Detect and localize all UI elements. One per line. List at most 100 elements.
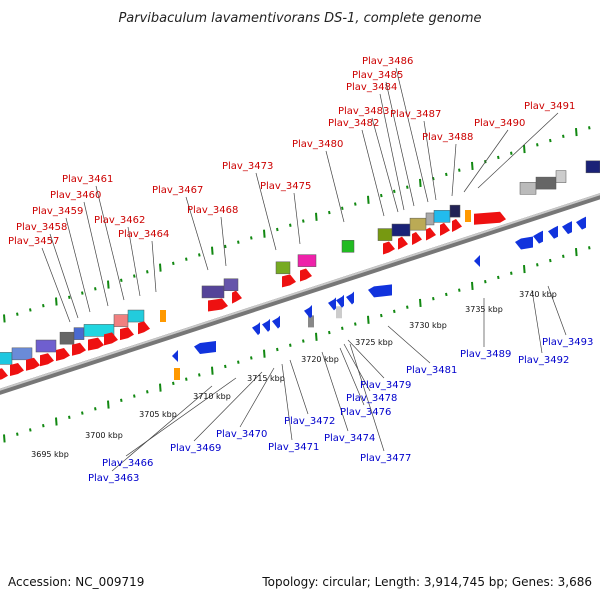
feature-block xyxy=(127,309,145,323)
reverse-gene-arrow xyxy=(272,315,280,329)
label-leader xyxy=(111,385,213,472)
tick-rows xyxy=(3,126,591,443)
tick-upper xyxy=(432,176,435,181)
forward-gene-arrow xyxy=(56,347,70,361)
tick-upper xyxy=(250,236,253,240)
topology-summary: Topology: circular; Length: 3,914,745 bp… xyxy=(261,575,592,589)
tick-lower xyxy=(250,356,253,360)
feature-block xyxy=(341,240,355,253)
scale-label: 3720 kbp xyxy=(301,355,339,364)
forward-gene-arrow xyxy=(282,274,296,288)
tick-lower xyxy=(172,381,175,386)
genome-backbone xyxy=(0,193,600,395)
feature-block xyxy=(113,314,129,327)
gene-label: Plav_3478 xyxy=(346,393,397,404)
feature-block xyxy=(391,223,411,237)
gene-label: Plav_3481 xyxy=(406,365,457,376)
tick-lower xyxy=(81,411,84,415)
label-leader xyxy=(239,367,275,428)
accession-text: Accession: NC_009719 xyxy=(8,575,144,589)
tick-lower xyxy=(198,373,201,377)
feature-block xyxy=(336,306,342,319)
forward-gene-arrow xyxy=(120,327,134,341)
gene-label: Plav_3463 xyxy=(88,473,139,484)
tick-lower xyxy=(211,366,214,375)
gene-label: Plav_3472 xyxy=(284,416,335,427)
gene-label: Plav_3470 xyxy=(216,429,267,440)
forward-gene-arrow xyxy=(104,332,118,346)
gene-label: Plav_3475 xyxy=(260,181,311,192)
tick-upper xyxy=(198,253,201,257)
tick-upper xyxy=(3,314,6,323)
tick-upper xyxy=(536,143,539,147)
reverse-gene-arrow xyxy=(306,305,312,317)
feature-block xyxy=(409,217,427,231)
tick-lower xyxy=(328,330,331,335)
tick-lower xyxy=(510,271,513,275)
reverse-gene-arrow xyxy=(252,322,260,336)
feature-block xyxy=(83,324,115,337)
tick-lower xyxy=(94,407,97,411)
scale-label: 3705 kbp xyxy=(139,410,177,419)
gene-label: Plav_3469 xyxy=(170,443,221,454)
feature-block xyxy=(449,204,461,218)
tick-lower xyxy=(289,343,292,347)
tick-upper xyxy=(315,212,318,221)
tick-upper xyxy=(81,291,84,295)
tick-upper xyxy=(549,138,552,143)
feature-block xyxy=(377,228,393,241)
feature-block xyxy=(297,254,317,267)
label-leader xyxy=(343,343,371,392)
tick-upper xyxy=(497,155,500,160)
tick-lower xyxy=(120,398,123,403)
gene-label: Plav_3484 xyxy=(346,82,397,93)
label-leader xyxy=(371,117,399,213)
feature-block xyxy=(275,261,291,275)
forward-gene-arrow xyxy=(88,337,104,351)
tick-lower xyxy=(393,309,396,314)
label-leader xyxy=(531,289,543,354)
tick-lower xyxy=(419,298,422,307)
label-leader xyxy=(193,371,263,442)
label-leader xyxy=(41,247,71,323)
feature-block xyxy=(35,339,57,353)
forward-gene-arrow xyxy=(10,362,24,376)
gene-label: Plav_3461 xyxy=(62,174,113,185)
map-title: Parvibaculum lavamentivorans DS-1, compl… xyxy=(118,11,481,26)
forward-gene-arrow xyxy=(300,268,312,282)
tick-upper xyxy=(341,206,344,211)
gene-label: Plav_3490 xyxy=(474,118,525,129)
tick-upper xyxy=(120,278,123,283)
forward-gene-arrow xyxy=(72,342,86,356)
forward-gene-arrow xyxy=(208,298,228,312)
gene-label: Plav_3467 xyxy=(152,185,203,196)
tick-upper xyxy=(471,161,474,171)
tick-lower xyxy=(185,377,188,381)
rna-gene-marker xyxy=(160,310,166,322)
tick-upper xyxy=(107,280,110,289)
tick-upper xyxy=(94,287,97,291)
label-leader xyxy=(547,285,567,336)
forward-gene-arrow xyxy=(474,211,506,225)
tick-upper xyxy=(224,244,227,249)
gene-label: Plav_3462 xyxy=(94,215,145,226)
label-leader xyxy=(65,217,91,313)
label-leader xyxy=(423,120,437,201)
tick-lower xyxy=(549,258,552,263)
tick-lower xyxy=(237,360,240,364)
gene-label: Plav_3482 xyxy=(328,118,379,129)
forward-genes xyxy=(0,211,506,380)
tick-lower xyxy=(107,400,110,409)
tick-lower xyxy=(536,263,539,267)
scale-labels: 3695 kbp 3700 kbp 3705 kbp 3710 kbp 3715 kbp… xyxy=(31,290,557,459)
gene-label: Plav_3458 xyxy=(16,222,67,233)
scale-label: 3715 kbp xyxy=(247,374,285,383)
tick-lower xyxy=(146,390,149,394)
tick-lower xyxy=(341,326,344,331)
scale-label: 3700 kbp xyxy=(85,431,123,440)
label-leader xyxy=(255,172,277,251)
gene-label: Plav_3457 xyxy=(8,236,59,247)
label-leader xyxy=(281,363,293,441)
reverse-gene-arrow xyxy=(562,221,572,235)
scale-label: 3710 kbp xyxy=(193,392,231,401)
